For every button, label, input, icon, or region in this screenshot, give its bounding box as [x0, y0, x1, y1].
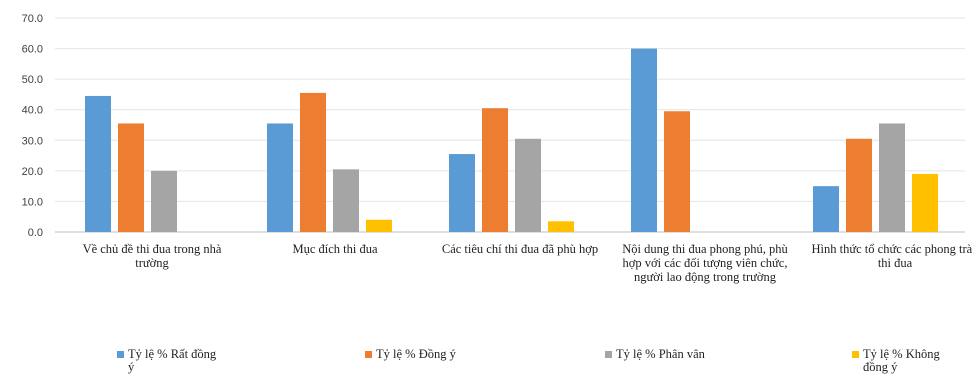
bar	[449, 154, 475, 232]
legend-label: Tỷ lệ % Rất đồng ý	[128, 347, 217, 374]
gridlines	[55, 17, 965, 233]
bar	[879, 123, 905, 232]
bar	[267, 123, 293, 232]
y-tick-label: 70.0	[22, 13, 43, 25]
bar	[300, 92, 326, 233]
y-tick-label: 20.0	[22, 166, 43, 178]
bar	[333, 169, 359, 232]
legend-swatch	[117, 351, 124, 358]
bar	[912, 173, 938, 232]
bar	[664, 111, 690, 232]
legend-label: Tỷ lệ % Không đồng ý	[863, 347, 940, 374]
bar	[118, 123, 144, 232]
legend-swatch	[365, 351, 372, 358]
bar	[482, 108, 508, 232]
legend-item: Tỷ lệ % Phân vân	[605, 348, 705, 361]
y-tick-label: 0.0	[28, 227, 43, 239]
bar	[631, 48, 657, 233]
y-tick-label: 40.0	[22, 105, 43, 117]
legend-item: Tỷ lệ % Không đồng ý	[852, 348, 940, 374]
x-category-label: Nội dung thi đua phong phú, phù hợp với c…	[622, 242, 788, 284]
bar	[846, 138, 872, 232]
legend-label: Tỷ lệ % Phân vân	[616, 347, 705, 361]
bars	[85, 48, 938, 233]
y-tick-label: 60.0	[22, 44, 43, 56]
y-tick-label: 50.0	[22, 74, 43, 86]
y-tick-label: 10.0	[22, 196, 43, 208]
bar	[813, 186, 839, 232]
bar	[548, 221, 574, 232]
legend: Tỷ lệ % Rất đồng ý Tỷ lệ % Đồng ý Tỷ lệ % P…	[0, 348, 972, 378]
y-axis-ticks: 0.0 10.0 20.0 30.0 40.0 50.0 60.0 70.0	[22, 13, 43, 239]
y-tick-label: 30.0	[22, 135, 43, 147]
legend-item: Tỷ lệ % Rất đồng ý	[117, 348, 216, 374]
legend-item: Tỷ lệ % Đồng ý	[365, 348, 456, 361]
x-category-label: Hình thức tổ chức các phong trào thi đua	[812, 242, 972, 270]
bar	[366, 219, 392, 232]
bar	[85, 95, 111, 232]
legend-swatch	[852, 351, 859, 358]
x-category-label: Về chủ đề thi đua trong nhà trường	[83, 242, 222, 270]
bar-chart: 0.0 10.0 20.0 30.0 40.0 50.0 60.0 70.0 Về chủ đ…	[22, 13, 972, 284]
legend-swatch	[605, 351, 612, 358]
x-category-label: Các tiêu chí thi đua đã phù hợp	[442, 242, 598, 256]
bar	[515, 138, 541, 232]
x-axis-category-labels: Về chủ đề thi đua trong nhà trường Mục đíc…	[83, 242, 972, 284]
bar	[151, 170, 177, 232]
x-category-label: Mục đích thi đua	[292, 242, 378, 256]
legend-label: Tỷ lệ % Đồng ý	[376, 347, 456, 361]
